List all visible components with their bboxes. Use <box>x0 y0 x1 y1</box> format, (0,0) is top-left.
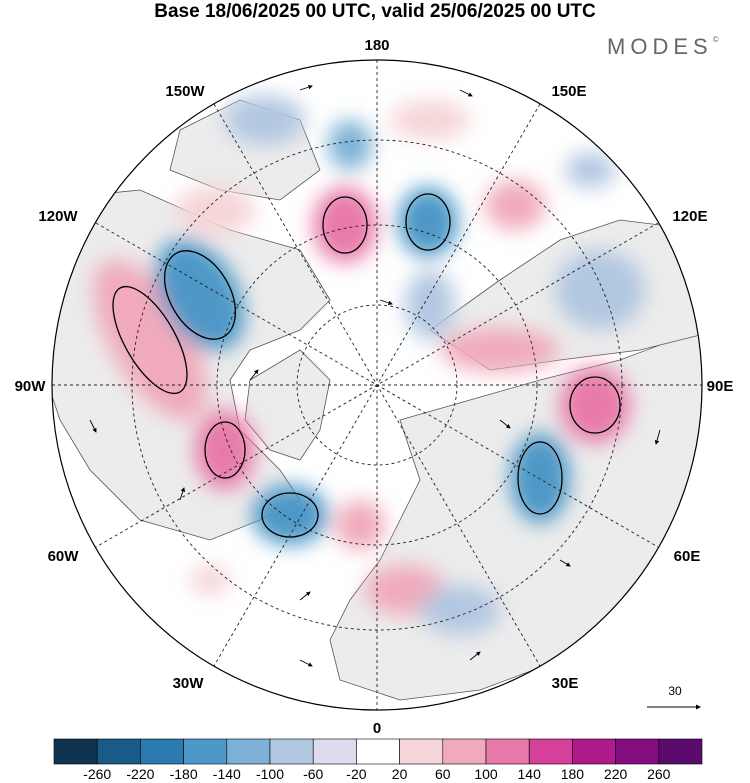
lon-label-150e: 150E <box>551 83 586 100</box>
lon-label-30w: 30W <box>173 675 205 692</box>
colorbar-label: -100 <box>256 766 284 782</box>
pos-anomaly <box>93 259 207 421</box>
neg-anomaly <box>555 250 645 330</box>
colorbar-label: 180 <box>561 766 585 782</box>
colorbar-label: -220 <box>126 766 154 782</box>
colorbar-swatch <box>312 738 357 765</box>
lon-label-120e: 120E <box>672 208 707 225</box>
lon-label-0: 0 <box>373 720 381 737</box>
neg-anomaly <box>510 433 570 523</box>
map-boundary <box>51 59 703 711</box>
colorbar-label: -260 <box>83 766 111 782</box>
modes-logo: MODES© <box>607 34 719 60</box>
contours <box>112 193 621 538</box>
colorbar-label: -180 <box>170 766 198 782</box>
pos-anomaly <box>175 185 255 235</box>
lon-label-180: 180 <box>364 37 389 54</box>
lon-label-60e: 60E <box>674 548 701 565</box>
colorbar-swatch <box>442 738 487 765</box>
colorbar-swatch <box>226 738 271 765</box>
colorbar-label: 20 <box>392 766 408 782</box>
neg-anomaly <box>405 270 455 340</box>
colorbar-swatch <box>269 738 314 765</box>
logo-text: MODES <box>607 34 713 59</box>
lon-label-30e: 30E <box>552 675 579 692</box>
lon-label-150w: 150W <box>165 83 205 100</box>
colorbar-swatch <box>658 738 703 765</box>
lon-label-90w: 90W <box>15 378 47 395</box>
pos-anomaly <box>195 410 255 490</box>
pos-anomaly <box>335 500 385 550</box>
colorbar-label: 60 <box>435 766 451 782</box>
colorbar-swatch <box>399 738 444 765</box>
colorbar-swatch <box>356 738 400 765</box>
pos-anomaly <box>440 328 560 372</box>
vector-reference-label: 30 <box>668 684 682 698</box>
neg-anomaly <box>252 485 328 545</box>
neg-anomaly <box>398 187 458 257</box>
colorbar-swatch <box>140 738 184 765</box>
colorbar-swatch <box>615 738 660 765</box>
colorbar-swatch <box>183 738 228 765</box>
colorbar-swatch <box>572 738 616 765</box>
colorbar-swatch <box>53 738 98 765</box>
lon-label-120w: 120W <box>38 208 78 225</box>
pos-anomaly <box>390 100 470 140</box>
colorbar-label: -20 <box>346 766 366 782</box>
colorbar-swatch <box>528 738 573 765</box>
colorbar-label: 220 <box>604 766 628 782</box>
colorbar-label: 100 <box>474 766 498 782</box>
greenland-land <box>244 349 331 461</box>
pos-anomaly <box>560 367 630 443</box>
neg-anomaly <box>565 152 615 188</box>
neg-anomaly <box>225 95 305 145</box>
longitude-labels: 180 0 90W 90E 150W 150E 120W 120E 60W 60… <box>15 37 734 737</box>
colorbar-swatch <box>485 738 530 765</box>
colorbar-label: -60 <box>303 766 323 782</box>
neg-anomaly <box>420 585 500 635</box>
lon-label-60w: 60W <box>48 548 80 565</box>
pos-anomaly <box>190 565 230 595</box>
colorbar-label: 140 <box>518 766 542 782</box>
colorbar-label: 260 <box>647 766 671 782</box>
colorbar-label: -140 <box>213 766 241 782</box>
map-title: Base 18/06/2025 00 UTC, valid 25/06/2025… <box>154 1 596 22</box>
pos-anomaly <box>485 180 545 230</box>
logo-mark: © <box>712 34 719 44</box>
colorbar-swatch <box>96 738 141 765</box>
neg-anomaly <box>155 239 245 351</box>
map-disk <box>52 60 702 710</box>
lon-label-90e: 90E <box>707 378 734 395</box>
graticule <box>52 60 702 710</box>
colorbar: -260 -220 -180 -140 -100 -60 -20 20 60 100 140 180 2… <box>53 738 703 782</box>
neg-anomaly <box>328 120 372 170</box>
